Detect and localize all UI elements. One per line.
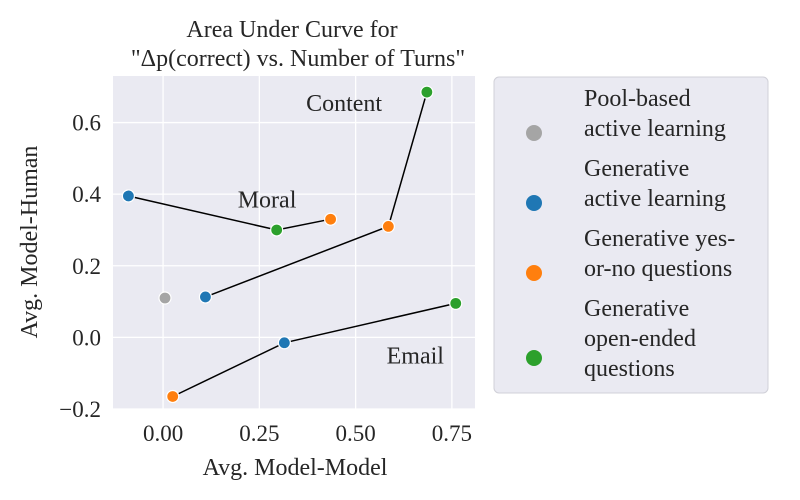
data-point-moral: [323, 212, 338, 226]
legend-label: Generative: [584, 156, 689, 182]
y-tick-label: 0.6: [72, 111, 101, 136]
legend-label: open-ended: [584, 326, 696, 352]
y-axis-ticks: −0.2 0.0 0.2 0.4 0.6: [59, 111, 101, 422]
legend-label: Generative: [584, 296, 689, 322]
legend-marker: [526, 350, 542, 366]
y-axis-label: Avg. Model-Human: [17, 146, 43, 339]
data-point-content: [420, 85, 434, 99]
data-point-content: [381, 219, 395, 233]
annotation-content: Content: [306, 91, 382, 117]
plot-background: [113, 76, 475, 409]
x-axis-label: Avg. Model-Model: [203, 455, 388, 481]
grid: [113, 76, 475, 410]
legend-marker: [526, 265, 542, 281]
annotation-email: Email: [387, 343, 445, 369]
y-tick-label: −0.2: [59, 397, 101, 422]
legend-label: active learning: [584, 116, 726, 142]
x-tick-label: 0.50: [335, 421, 375, 446]
group-annotations: Content Moral Email: [238, 91, 445, 369]
y-tick-label: 0.0: [72, 325, 101, 350]
legend-label: or-no questions: [584, 256, 732, 282]
data-point-content: [158, 291, 172, 305]
x-axis-ticks: 0.00 0.25 0.50 0.75: [143, 421, 472, 446]
legend-label: active learning: [584, 186, 726, 212]
data-point-email: [277, 336, 291, 350]
plot-area: Content Moral Email: [113, 76, 475, 410]
legend: Pool-based active learning Generative activ…: [493, 76, 769, 394]
legend-label: questions: [584, 356, 675, 382]
data-points: [121, 85, 463, 404]
legend-box: [493, 76, 769, 394]
legend-marker: [526, 125, 542, 141]
data-point-email: [166, 389, 180, 404]
data-point-moral: [121, 189, 136, 203]
x-tick-label: 0.00: [143, 421, 183, 446]
y-tick-label: 0.4: [72, 182, 101, 207]
chart-title-line-1: Area Under Curve for: [186, 17, 397, 43]
annotation-moral: Moral: [238, 188, 297, 214]
legend-marker: [526, 195, 542, 211]
data-point-content: [198, 290, 213, 304]
data-point-moral: [270, 223, 284, 237]
legend-label: Generative yes-: [584, 226, 735, 252]
x-tick-label: 0.75: [432, 421, 472, 446]
x-tick-label: 0.25: [239, 421, 279, 446]
legend-label: Pool-based: [584, 86, 691, 112]
data-point-email: [449, 296, 463, 310]
y-tick-label: 0.2: [72, 254, 101, 279]
chart-title-line-2: "Δp(correct) vs. Number of Turns": [131, 46, 465, 72]
